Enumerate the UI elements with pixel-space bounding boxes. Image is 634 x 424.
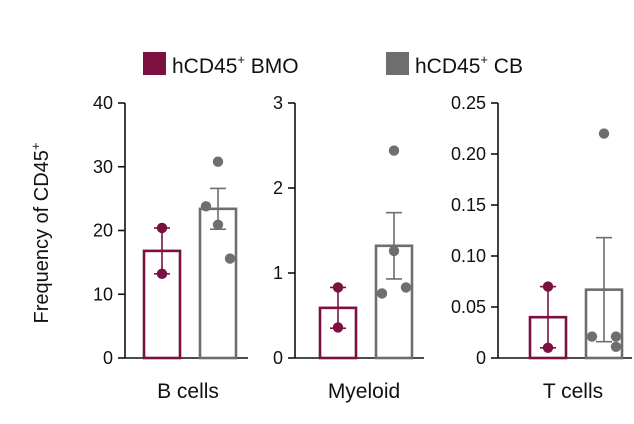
bar-cb [374, 244, 414, 360]
legend-label-cb: hCD45+ CB [415, 52, 523, 78]
y-axis-label: Frequency of CD45+ [28, 142, 53, 323]
data-point [586, 331, 598, 342]
x-category-label: B cells [157, 380, 219, 403]
y-tick-label: 0.20 [451, 144, 486, 164]
y-tick-label: 1 [273, 263, 283, 283]
y-tick-label: 20 [93, 221, 113, 241]
panel-0: 0 10 20 30 40 B cells [93, 93, 248, 403]
data-point [332, 322, 344, 333]
y-tick-label: 0 [273, 348, 283, 368]
x-category-label: Myeloid [328, 380, 400, 403]
chart-panels: 0 10 20 30 40 B cells 0 1 2 3 Myeloid 0 0.05 0.10 0.15… [93, 93, 632, 403]
panel-1: 0 1 2 3 Myeloid [273, 93, 424, 403]
y-tick-label: 2 [273, 178, 283, 198]
legend: hCD45+ BMO hCD45+ CB [143, 52, 523, 78]
legend-label-bmo: hCD45+ BMO [172, 52, 299, 78]
data-point [388, 245, 400, 257]
data-point [200, 201, 212, 212]
y-tick-label: 0 [476, 348, 486, 368]
y-tick-label: 30 [93, 157, 113, 177]
legend-swatch-bmo [143, 52, 166, 75]
data-point [388, 145, 400, 156]
data-point [610, 341, 622, 352]
y-tick-label: 0.05 [451, 297, 486, 317]
data-point [212, 156, 224, 167]
y-tick-label: 0.25 [451, 93, 486, 113]
data-point [224, 253, 236, 264]
y-tick-label: 0 [103, 348, 113, 368]
data-point [542, 342, 554, 353]
data-point [598, 128, 610, 139]
data-point [610, 331, 622, 342]
data-point [542, 281, 554, 292]
bar-cb [198, 207, 238, 360]
y-tick-label: 40 [93, 93, 113, 113]
legend-swatch-cb [386, 52, 409, 75]
y-tick-label: 10 [93, 284, 113, 304]
y-tick-label: 0.10 [451, 246, 486, 266]
y-tick-label: 3 [273, 93, 283, 113]
data-point [400, 282, 412, 293]
data-point [156, 268, 168, 280]
panel-2: 0 0.05 0.10 0.15 0.20 0.25 T cells [451, 93, 632, 403]
y-tick-label: 0.15 [451, 195, 486, 215]
data-point [332, 282, 344, 293]
x-category-label: T cells [543, 380, 603, 403]
data-point [212, 219, 224, 230]
data-point [156, 222, 168, 234]
data-point [376, 288, 388, 299]
